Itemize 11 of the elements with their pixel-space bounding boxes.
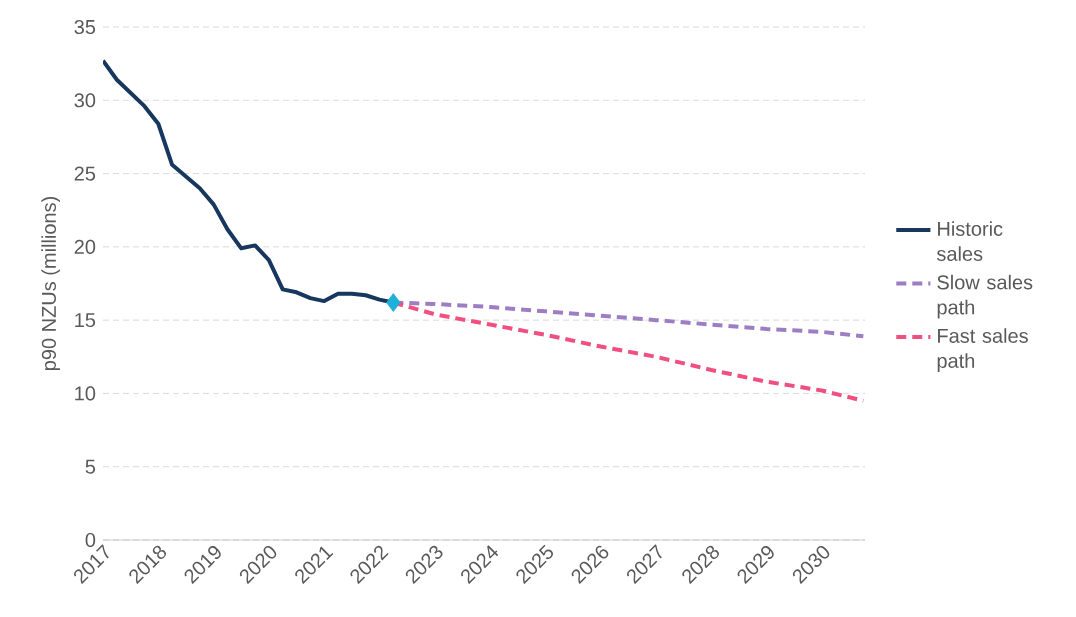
y-tick-label: 10 xyxy=(75,386,96,401)
y-tick-label: 20 xyxy=(74,239,96,254)
y-axis-title: p90 NZUs (millions) xyxy=(41,196,60,371)
legend-label: Slow sales path xyxy=(937,274,1033,319)
y-tick-label: 30 xyxy=(74,93,96,108)
y-tick-label: 15 xyxy=(75,313,96,328)
legend-label: Historic sales xyxy=(936,221,1003,261)
y-tick-label: 35 xyxy=(74,19,96,35)
legend-label: Fast sales path xyxy=(937,328,1028,372)
y-tick-label: 5 xyxy=(85,459,96,474)
y-tick-label: 25 xyxy=(74,166,96,181)
